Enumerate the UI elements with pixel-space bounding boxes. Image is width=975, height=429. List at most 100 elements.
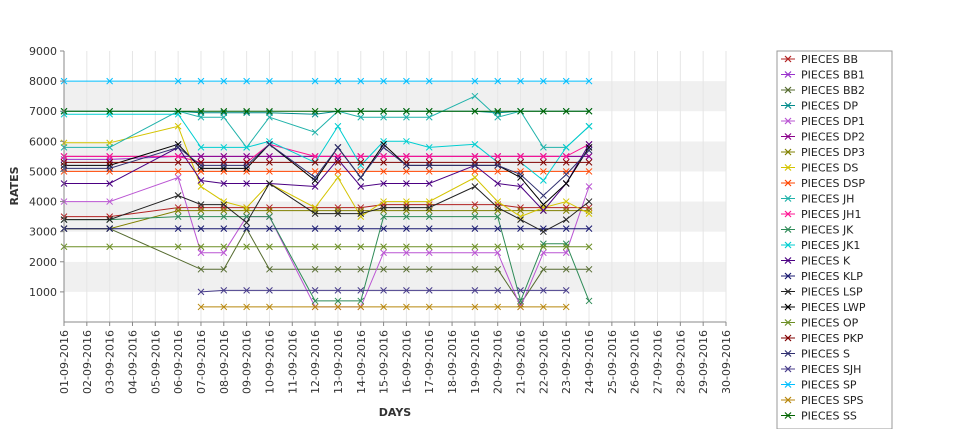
data-point [220,243,228,251]
data-point [540,265,547,273]
data-point [197,207,205,214]
data-point [562,159,570,166]
data-point [311,243,319,251]
data-point [197,144,205,151]
data-point [585,198,593,205]
y-tick-label: 6000 [29,135,57,148]
data-point [403,107,410,115]
legend-label: PIECES JH1 [801,208,861,221]
series-pieces-op [60,243,593,251]
data-point [425,77,433,85]
data-point [425,249,433,257]
legend-marker [784,350,792,357]
data-point [540,144,547,151]
data-point [471,303,479,311]
data-point [562,216,570,223]
x-tick-label: 27-09-2016 [652,330,665,394]
legend-marker [784,71,792,78]
data-point [585,168,593,175]
data-point [174,77,182,85]
data-point [334,122,342,130]
data-point [471,140,479,148]
data-point [357,107,365,115]
data-point [311,287,319,294]
legend-item: PIECES DSP [781,177,865,190]
data-point [425,180,433,187]
data-point [562,168,570,175]
data-point [266,204,273,211]
data-point [380,153,387,160]
legend-item: PIECES DP3 [781,146,865,159]
series-pieces-s [60,140,593,199]
data-point [357,183,365,190]
data-point [106,180,114,187]
legend-label: PIECES DP1 [801,115,865,128]
legend-label: PIECES DSP [801,177,865,190]
data-point [494,243,502,251]
data-point [266,243,273,251]
data-point [266,225,273,233]
legend-label: PIECES DP [801,100,858,113]
data-point [380,265,387,273]
data-point [494,249,502,257]
series-pieces-bb [60,201,593,220]
data-point [562,207,570,214]
data-point [220,303,228,311]
legend-label: PIECES LWP [801,301,866,314]
data-point [494,162,502,169]
data-point [197,165,205,172]
data-point [517,183,524,190]
data-point [540,177,547,184]
data-point [494,113,502,121]
data-point [425,303,433,311]
data-point [243,159,250,166]
data-point [585,144,593,151]
data-point [357,204,365,211]
legend-item: PIECES SJH [781,363,861,376]
legend-marker [784,226,792,233]
data-point [106,216,114,223]
data-point [425,144,433,151]
data-point [380,204,387,211]
data-point [403,243,410,251]
data-point [380,159,387,166]
data-point [517,171,524,178]
data-point [494,107,502,115]
data-point [562,240,570,248]
data-point [357,213,365,220]
data-point [220,165,228,172]
data-point [266,137,273,145]
data-point [243,162,250,169]
data-point [357,225,365,233]
data-point [517,207,524,214]
data-point [266,207,273,214]
series-pieces-sps [197,303,570,311]
legend-label: PIECES SJH [801,363,861,376]
data-point [266,153,273,160]
data-point [266,77,273,85]
data-point [220,107,228,115]
data-point [380,107,387,115]
data-point [334,210,342,217]
x-tick-label: 16-09-2016 [400,330,413,394]
data-point [357,162,365,169]
legend-marker [784,257,792,264]
data-point [334,159,342,166]
axes: 1000 2000 3000 4000 5000 6000 7000 8000 9000 01-0… [29,45,733,394]
data-point [266,113,273,121]
data-point [562,171,570,178]
legend-item: PIECES LWP [781,301,866,314]
legend-item: PIECES KLP [781,270,863,283]
data-point [311,110,319,118]
data-point [403,249,410,257]
data-point [494,225,502,233]
data-point [197,162,205,169]
data-point [311,303,319,311]
data-point [471,168,479,175]
x-tick-label: 04-09-2016 [126,330,139,394]
data-point [197,177,205,184]
data-point [334,107,342,115]
data-point [540,168,547,175]
data-point [585,225,593,233]
legend-marker [784,288,792,295]
